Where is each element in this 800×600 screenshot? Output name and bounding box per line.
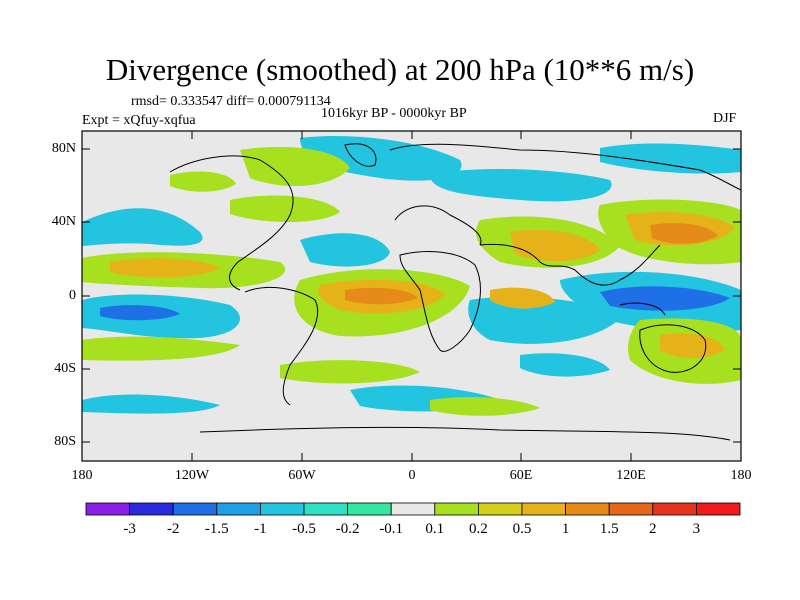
colorbar-tick-label: 3 [692, 521, 701, 537]
lat-label-40s: 40S [54, 361, 76, 376]
lon-label-180w: 180 [71, 468, 93, 483]
colorbar-swatch [565, 502, 610, 516]
map-title: Divergence (smoothed) at 200 hPa (10**6 … [105, 52, 695, 87]
colorbar-tick-label: 0.5 [512, 521, 532, 537]
moderate-positive-fields [110, 212, 735, 359]
colorbar-swatch [85, 502, 130, 516]
colorbar-swatch [477, 502, 523, 516]
period-label: 1016kyr BP - 0000kyr BP [321, 106, 467, 121]
lon-label-180e: 180 [730, 468, 752, 483]
experiment-label: Expt = xQfuy-xqfua [82, 113, 196, 128]
lat-label-80n: 80N [51, 141, 76, 156]
colorbar-tick-label: -0.2 [335, 521, 360, 537]
colorbar-swatch [434, 502, 479, 516]
lat-label-40n: 40N [51, 214, 76, 229]
colorbar-swatch [303, 502, 348, 516]
coastlines [169, 143, 741, 441]
colorbar-swatch [652, 502, 697, 516]
strong-negative-fields [100, 286, 730, 321]
stats-text: rmsd= 0.333547 diff= 0.000791134 [131, 94, 331, 109]
colorbar-swatch [216, 502, 261, 516]
lat-label-80s: 80S [54, 434, 76, 449]
colorbar-tick-label: 1 [561, 521, 570, 537]
colorbar-swatch [172, 502, 218, 516]
colorbar-tick-label: -0.5 [292, 521, 316, 537]
strong-positive-fields [345, 223, 718, 305]
colorbar [85, 502, 741, 516]
colorbar-tick-label: -1.5 [204, 521, 229, 537]
colorbar-tick-label: -3 [123, 521, 136, 537]
colorbar-tick-label: -2 [166, 521, 180, 537]
colorbar-swatch [521, 502, 566, 516]
colorbar-tick-label: 0.1 [425, 521, 445, 537]
lon-label-60w: 60W [288, 468, 316, 483]
lon-label-120w: 120W [174, 468, 210, 483]
colorbar-swatch [259, 502, 305, 516]
colorbar-tick-label: 1.5 [599, 521, 619, 537]
lat-label-0: 0 [69, 288, 76, 303]
colorbar-tick-label: -0.1 [379, 521, 404, 537]
colorbar-swatch [129, 502, 174, 516]
colorbar-tick-label: 2 [649, 521, 657, 537]
colorbar-swatch [608, 502, 654, 516]
colorbar-tick-label: -1 [254, 521, 267, 537]
colorbar-tick-label: 0.2 [469, 521, 488, 537]
lon-label-0: 0 [408, 468, 416, 483]
lon-label-60e: 60E [509, 468, 533, 483]
colorbar-swatch [696, 502, 741, 516]
lon-label-120e: 120E [616, 468, 646, 483]
axis-ticks [82, 131, 741, 461]
colorbar-swatch [390, 502, 436, 516]
colorbar-swatch [347, 502, 392, 516]
season-label: DJF [713, 111, 737, 126]
